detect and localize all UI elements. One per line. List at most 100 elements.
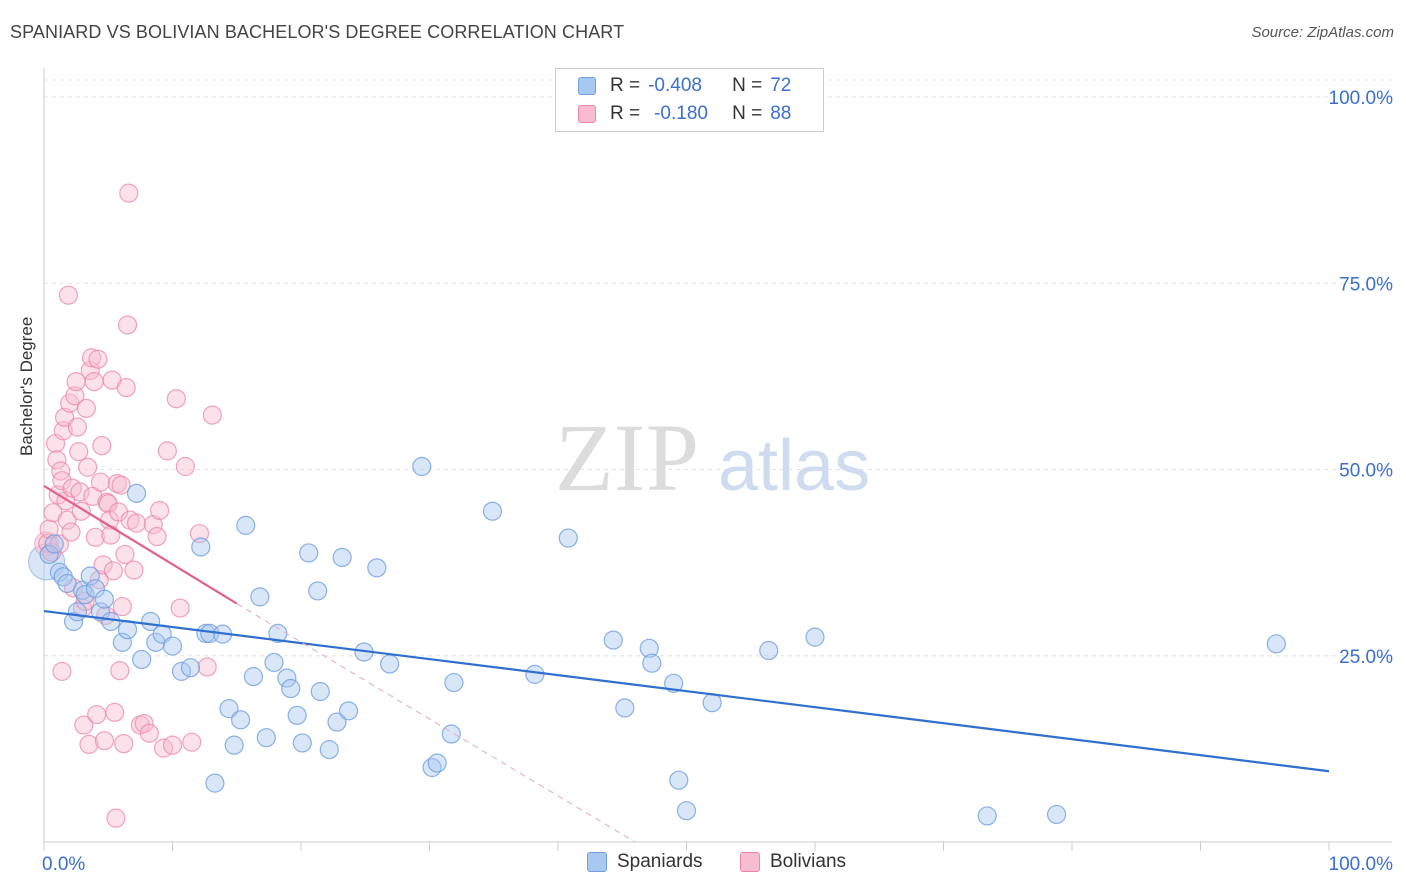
source-label: Source: ZipAtlas.com (1251, 24, 1394, 41)
bolivians-point (101, 525, 121, 545)
n-value: 88 (770, 103, 792, 124)
bolivians-point (134, 713, 154, 734)
spaniards-point (310, 681, 330, 702)
bolivians-point (182, 732, 202, 752)
bolivians-point (81, 348, 102, 368)
spaniards-legend-swatch (587, 852, 607, 872)
x-tick-label: 0.0% (42, 854, 85, 875)
spaniards-point (1266, 634, 1286, 654)
legend-item-bolivians[interactable]: Bolivians (740, 851, 846, 873)
spaniards-point (664, 673, 684, 693)
bolivians-point (143, 515, 163, 535)
spaniards-point (117, 620, 138, 640)
spaniards-point (615, 698, 635, 718)
bolivians-point (117, 315, 138, 335)
stats-row-bolivians: R = -0.180 N = 88 (578, 101, 791, 127)
spaniards-point (90, 602, 111, 622)
bolivians-point (116, 377, 136, 398)
bolivians-point (61, 522, 81, 542)
bolivians-point (197, 657, 217, 677)
spaniards-point (444, 672, 464, 693)
bolivians-point (67, 417, 88, 437)
bolivians-point (162, 735, 183, 755)
spaniards-point (205, 773, 225, 793)
bolivians-point (79, 734, 99, 755)
spaniards-point (63, 611, 84, 632)
spaniards-point (299, 543, 319, 563)
bolivians-point (51, 461, 71, 481)
tick-labels: 25.0% 50.0% 75.0% 100.0% 0.0% 100.0% (42, 88, 1393, 875)
spaniards-point (80, 566, 100, 586)
y-tick-label: 75.0% (1339, 274, 1393, 295)
spaniards-point (702, 693, 722, 713)
spaniards-point (44, 534, 64, 554)
spaniards-point (180, 658, 201, 678)
bolivians-point (175, 456, 195, 477)
bolivians-point (87, 705, 107, 725)
bolivians-point (88, 349, 108, 369)
bolivians-point (124, 560, 144, 580)
bolivians-point (57, 510, 77, 530)
spaniards-point (639, 638, 659, 658)
r-value: -0.408 (648, 75, 702, 96)
bolivians-point (166, 389, 186, 409)
bolivians-point (119, 183, 139, 203)
bolivians-point (54, 407, 75, 427)
spaniards-point (250, 587, 270, 607)
watermark-zip: ZIP (555, 404, 699, 511)
spaniards-point (332, 547, 352, 568)
spaniards-point (676, 801, 697, 821)
bolivians-point (69, 442, 89, 462)
bolivians-point (70, 482, 90, 502)
spaniards-point (224, 735, 244, 755)
n-label: N = (732, 75, 763, 96)
bolivians-point (106, 808, 126, 828)
spaniards-point (231, 710, 251, 730)
watermark-atlas: atlas (718, 426, 870, 506)
stats-legend: R = -0.408 N = 72 R = -0.180 N = 88 (555, 68, 824, 132)
y-tick-label: 25.0% (1339, 647, 1393, 668)
spaniards-point (94, 589, 114, 609)
spaniards-point (759, 640, 779, 661)
bolivians-point (58, 285, 79, 305)
bolivians-point (92, 436, 112, 456)
spaniards-point (427, 753, 447, 773)
spaniards-point (977, 806, 997, 826)
spaniards-point (367, 558, 387, 578)
bolivians-point (114, 734, 134, 754)
bolivians-point (47, 450, 67, 470)
bolivians-point (52, 471, 72, 491)
bolivians-point (90, 472, 111, 492)
bolivians-point (39, 519, 59, 539)
bolivians-point (93, 555, 113, 575)
grid-lines (44, 79, 1392, 657)
spaniards-point (338, 701, 359, 721)
bolivians-point (112, 596, 132, 617)
spaniards-point (101, 611, 121, 632)
spaniards-point (191, 537, 211, 557)
bolivians-point (111, 475, 131, 495)
spaniards-point (603, 630, 623, 650)
spaniards-point (277, 668, 297, 688)
spaniards-point (319, 740, 339, 760)
y-tick-label: 100.0% (1329, 88, 1394, 109)
data-points (28, 183, 1286, 828)
chart-title: SPANIARD VS BOLIVIAN BACHELOR'S DEGREE C… (10, 22, 625, 42)
trend-lines (43, 484, 1330, 843)
bolivians-point (76, 398, 97, 419)
y-axis-label: Bachelor's Degree (17, 316, 36, 456)
spaniards-point (1046, 804, 1067, 825)
spaniards-point (281, 678, 301, 699)
bolivians-point (126, 513, 147, 533)
spaniards-point (308, 581, 328, 601)
bolivians-point (147, 526, 167, 547)
bolivians-point (150, 500, 170, 521)
watermark: ZIP atlas (555, 404, 870, 511)
bolivians-trend-extension (236, 603, 636, 843)
spaniards-point (256, 728, 276, 748)
legend-item-spaniards[interactable]: Spaniards (587, 851, 703, 873)
spaniards-point (292, 733, 312, 753)
spaniards-point (642, 653, 662, 673)
spaniards-point (525, 664, 545, 684)
